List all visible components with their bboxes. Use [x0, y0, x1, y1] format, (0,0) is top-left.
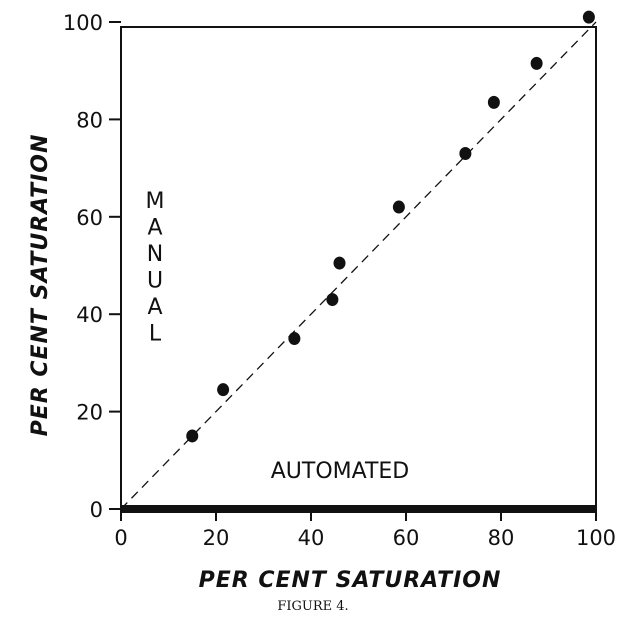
y-tick-label: 0	[90, 498, 103, 522]
x-tick-label: 100	[576, 526, 616, 550]
automated-label: AUTOMATED	[271, 459, 410, 484]
data-point	[530, 56, 543, 70]
x-tick-label: 20	[203, 526, 230, 550]
tick-marks	[109, 21, 597, 521]
x-tick-labels: 0 20 40 60 80 100	[114, 526, 616, 550]
data-points	[186, 10, 595, 443]
x-tick-label: 40	[298, 526, 325, 550]
y-tick-label: 100	[63, 11, 103, 35]
y-tick-label: 40	[76, 303, 103, 327]
data-point	[487, 95, 500, 109]
y-tick-label: 20	[76, 401, 103, 425]
y-tick-label: 80	[76, 108, 103, 132]
y-axis-title: PER CENT SATURATION	[28, 134, 53, 437]
data-point	[459, 146, 472, 160]
manual-letter: N	[147, 242, 163, 267]
manual-letter: L	[149, 322, 162, 347]
x-tick-label: 0	[114, 526, 127, 550]
manual-letter: U	[147, 269, 163, 294]
figure-caption: FIGURE 4.	[277, 599, 348, 614]
identity-reference-line	[120, 21, 597, 510]
manual-letter: A	[147, 295, 162, 320]
data-point	[326, 293, 339, 307]
data-point	[392, 200, 405, 214]
data-point	[333, 256, 346, 270]
y-tick-labels: 0 20 40 60 80 100	[63, 11, 103, 522]
data-point	[186, 429, 199, 443]
manual-letter: A	[147, 216, 162, 241]
x-axis-title: PER CENT SATURATION	[199, 568, 502, 593]
data-point	[582, 10, 595, 24]
x-tick-label: 60	[393, 526, 420, 550]
y-tick-label: 60	[76, 206, 103, 230]
data-point	[288, 332, 301, 346]
manual-letter: M	[146, 189, 165, 214]
x-tick-label: 80	[488, 526, 515, 550]
data-point	[217, 383, 230, 397]
